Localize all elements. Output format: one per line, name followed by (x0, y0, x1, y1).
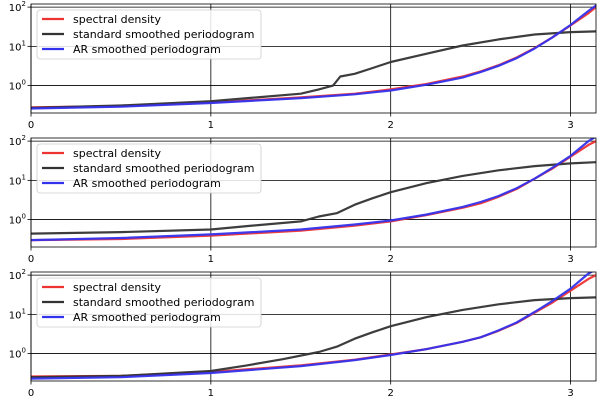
legend-label: standard smoothed periodogram (73, 162, 254, 175)
series-line-ar-smoothed-periodogram (31, 4, 596, 110)
x-tick-label: 2 (388, 254, 394, 265)
legend-label: standard smoothed periodogram (73, 296, 254, 309)
x-tick-label: 1 (208, 120, 214, 131)
x-tick-label: 0 (28, 120, 34, 131)
x-tick-label: 3 (567, 120, 573, 131)
plot-frame (30, 137, 597, 248)
series-line-standard-smoothed-periodogram (31, 296, 596, 379)
y-tick-label: 101 (9, 307, 26, 321)
series-line-ar-smoothed-periodogram (31, 138, 596, 242)
series-line-standard-smoothed-periodogram (31, 30, 596, 109)
series-group (31, 4, 596, 110)
legend-box (36, 9, 262, 60)
legend: spectral density standard smoothed period… (36, 143, 262, 194)
y-tick-label: 100 (9, 79, 26, 93)
y-tick-label: 101 (9, 173, 26, 187)
legend-label: spectral density (73, 13, 161, 26)
x-tick-label: 0 (28, 254, 34, 265)
legend-label: AR smoothed periodogram (73, 311, 221, 324)
y-tick-label: 102 (9, 0, 26, 14)
y-tick-label: 100 (9, 213, 26, 227)
x-tick-label: 1 (208, 388, 214, 399)
y-tick-label: 101 (9, 39, 26, 53)
legend-box (36, 143, 262, 194)
legend-label: AR smoothed periodogram (73, 43, 221, 56)
legend-label: spectral density (73, 147, 161, 160)
series-line-standard-smoothed-periodogram (31, 161, 596, 235)
panel-2: 0 1 2 3 100 101 102 spectral density standard sm… (9, 134, 597, 265)
x-tick-label: 1 (208, 254, 214, 265)
legend-label: standard smoothed periodogram (73, 28, 254, 41)
plot-frame (30, 271, 597, 382)
legend-label: AR smoothed periodogram (73, 177, 221, 190)
plot-frame (30, 3, 597, 114)
series-group (31, 272, 596, 380)
x-tick-label: 0 (28, 388, 34, 399)
legend-box (36, 277, 262, 328)
y-tick-label: 102 (9, 134, 26, 148)
y-tick-label: 100 (9, 347, 26, 361)
legend: spectral density standard smoothed period… (36, 9, 262, 60)
x-tick-label: 3 (567, 254, 573, 265)
x-tick-label: 2 (388, 388, 394, 399)
panel-3: 0 1 2 3 100 101 102 spectral density standard sm… (9, 268, 597, 399)
y-tick-label: 102 (9, 268, 26, 282)
series-group (31, 138, 596, 242)
legend: spectral density standard smoothed period… (36, 277, 262, 328)
panel-1: 0 1 2 3 100 101 102 spectral density standard sm… (9, 0, 597, 131)
x-tick-label: 2 (388, 120, 394, 131)
series-line-ar-smoothed-periodogram (31, 272, 594, 380)
x-tick-label: 3 (567, 388, 573, 399)
legend-label: spectral density (73, 281, 161, 294)
